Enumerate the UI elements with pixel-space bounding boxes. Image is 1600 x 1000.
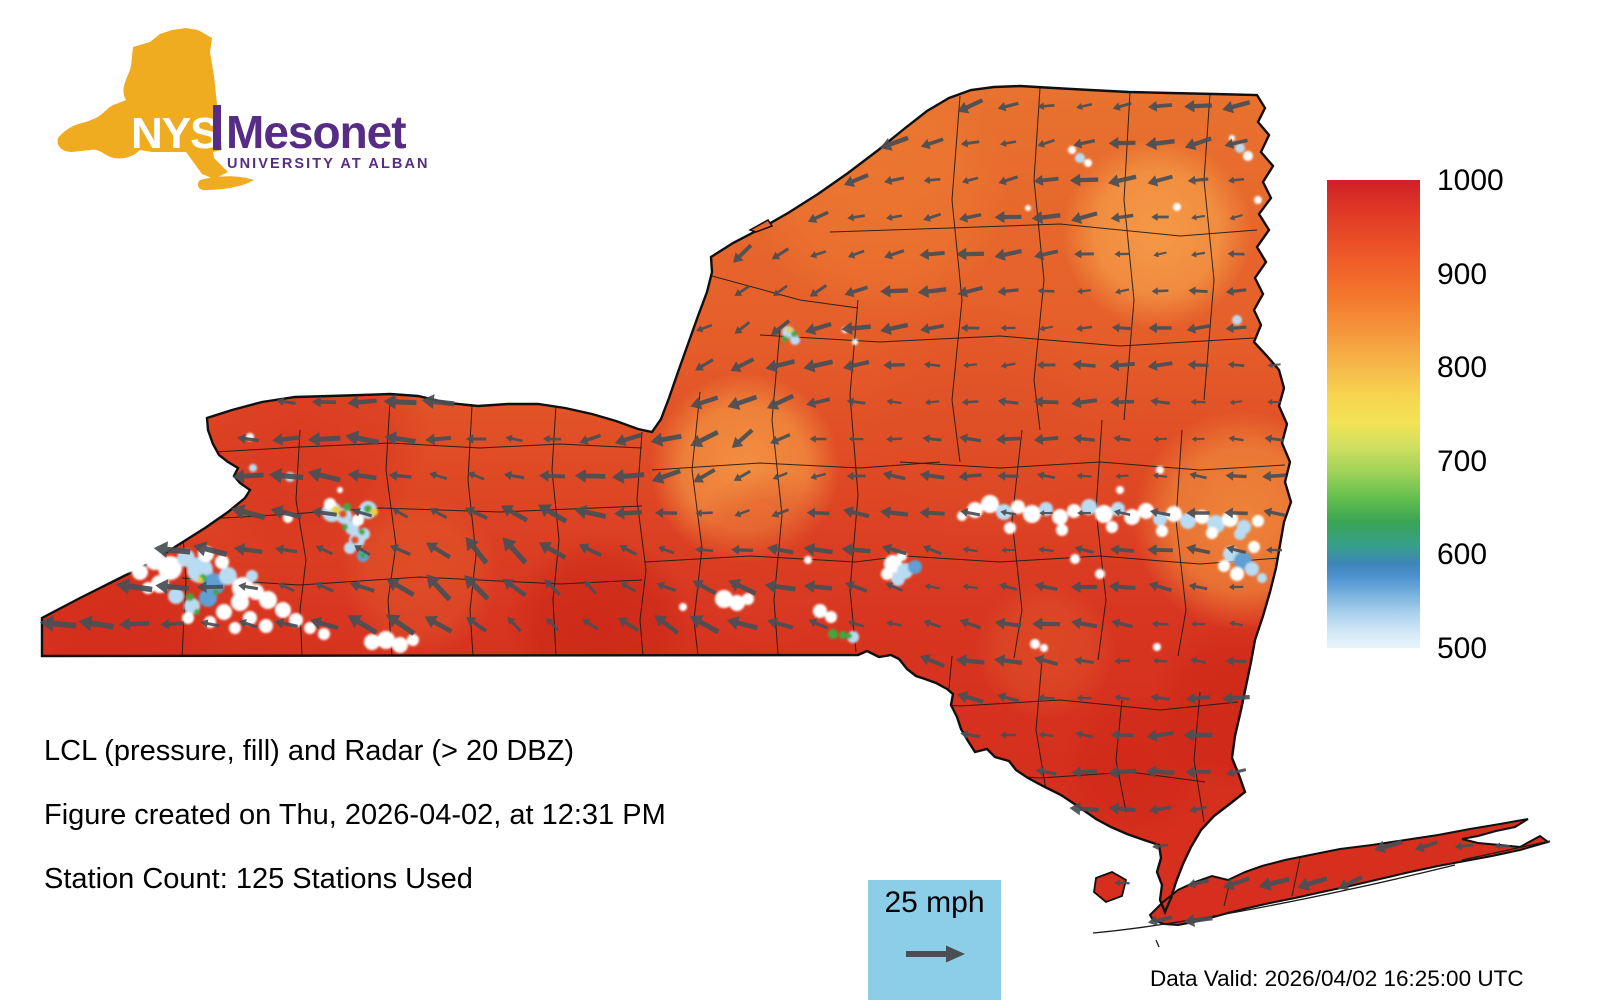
wind-arrows-layer — [39, 98, 1510, 928]
figure-title: LCL (pressure, fill) and Radar (> 20 DBZ… — [44, 735, 574, 767]
logo-name: Mesonet — [226, 106, 406, 158]
colorbar-tick: 700 — [1437, 444, 1488, 478]
radar-echoes-layer — [124, 135, 1267, 653]
colorbar-tick: 900 — [1437, 257, 1488, 291]
coastline-detail-layer — [1092, 840, 1551, 948]
logo-long-island-stroke — [197, 176, 254, 190]
wind-speed-arrow-icon — [905, 945, 965, 963]
colorbar-tick-labels: 1000 900 800 700 600 500 — [1437, 166, 1557, 666]
colorbar-tick: 600 — [1437, 538, 1488, 572]
figure-created-text: Figure created on Thu, 2026-04-02, at 12… — [44, 799, 666, 831]
colorbar-tick: 1000 — [1437, 164, 1504, 197]
station-count-text: Station Count: 125 Stations Used — [44, 863, 473, 895]
wind-speed-legend: 25 mph — [868, 880, 1001, 1000]
data-valid-timestamp: Data Valid: 2026/04/02 16:25:00 UTC — [1150, 966, 1524, 991]
state-border-layer — [40, 84, 1551, 927]
colorbar-tick: 500 — [1437, 632, 1488, 665]
logo-affiliation: UNIVERSITY AT ALBANY — [227, 156, 430, 172]
wind-speed-label: 25 mph — [884, 886, 985, 919]
logo-state-shape — [57, 28, 229, 179]
pressure-colorbar — [1327, 180, 1420, 648]
logo-acronym: NYS — [131, 109, 218, 158]
colorbar-tick: 800 — [1437, 351, 1488, 385]
logo-divider — [213, 105, 221, 150]
nys-mesonet-logo: NYS Mesonet UNIVERSITY AT ALBANY — [57, 28, 430, 190]
